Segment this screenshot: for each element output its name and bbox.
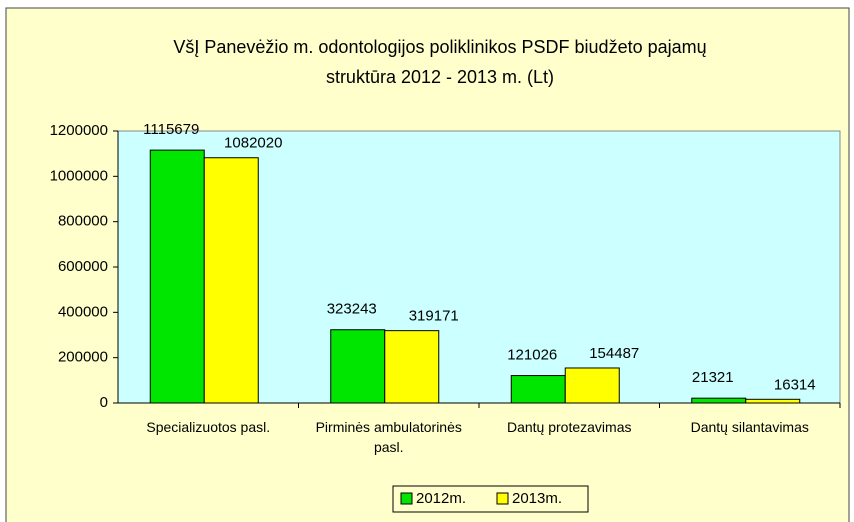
bar — [745, 398, 801, 404]
data-label: 319171 — [409, 308, 459, 325]
legend-swatch — [496, 492, 509, 505]
data-label: 121026 — [507, 347, 557, 364]
data-label: 154487 — [589, 345, 639, 362]
legend-label: 2013m. — [512, 490, 562, 507]
x-tick-label: Specializuotos pasl. — [146, 419, 271, 435]
bar — [564, 367, 620, 404]
bar — [149, 149, 205, 404]
y-tick-label: 0 — [100, 394, 108, 411]
x-tick-label: Dantų silantavimas — [690, 419, 809, 435]
x-tick-label: Dantų protezavimas — [506, 419, 632, 435]
data-label: 16314 — [774, 376, 816, 393]
data-label: 21321 — [692, 369, 734, 386]
legend-label: 2012m. — [416, 490, 466, 507]
y-tick-label: 1200000 — [50, 122, 108, 139]
y-tick-label: 1000000 — [50, 167, 108, 184]
y-tick-label: 600000 — [58, 258, 108, 275]
bar — [384, 330, 440, 404]
bar — [510, 375, 566, 404]
data-label: 323243 — [327, 301, 377, 318]
legend-swatch — [400, 492, 413, 505]
y-tick-label: 800000 — [58, 213, 108, 230]
data-label: 1082020 — [224, 135, 282, 152]
y-tick-label: 200000 — [58, 349, 108, 366]
bar — [330, 329, 386, 404]
y-tick-label: 400000 — [58, 303, 108, 320]
bar — [691, 397, 747, 404]
x-tick-label: Pirminės ambulatorinės pasl. — [315, 419, 462, 455]
data-label: 1115679 — [143, 121, 199, 138]
legend-box — [392, 485, 589, 513]
chart-title: VšĮ Panevėžio m. odontologijos poliklini… — [173, 37, 706, 87]
bar — [203, 157, 259, 404]
